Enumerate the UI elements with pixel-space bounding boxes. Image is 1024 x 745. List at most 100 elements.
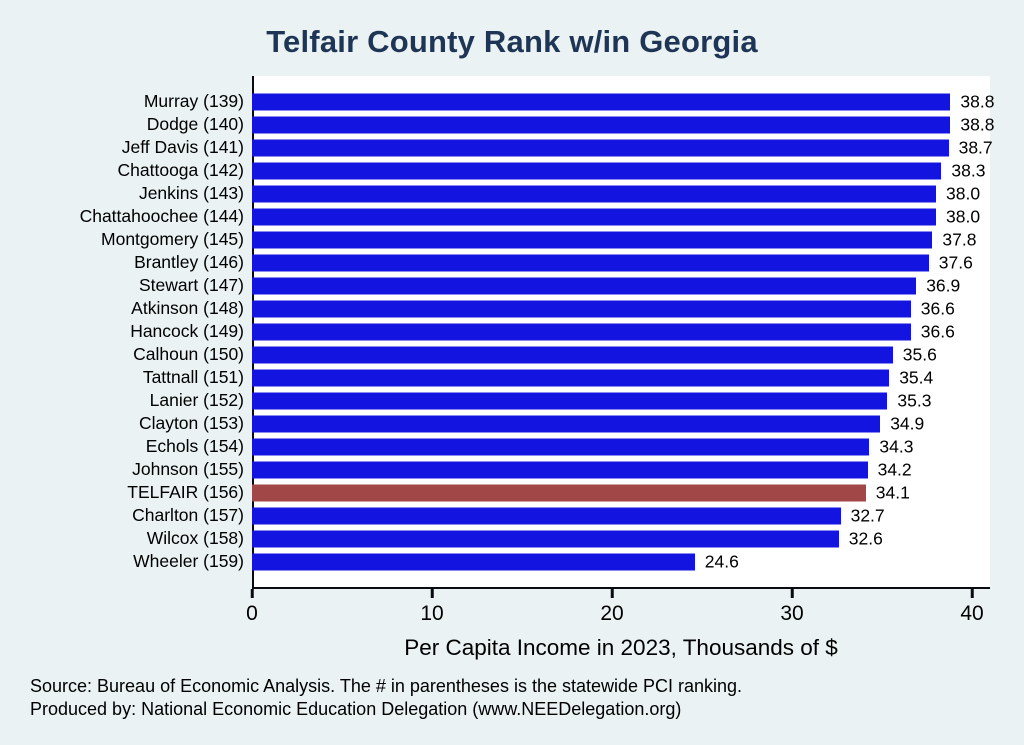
x-tick-label: 0 xyxy=(246,602,258,625)
bar xyxy=(252,346,893,363)
x-tick-label: 40 xyxy=(960,602,984,625)
bar-row: Dodge (140) 38.8 xyxy=(0,113,995,136)
bar xyxy=(252,277,917,294)
value-label: 34.3 xyxy=(879,436,914,456)
category-label: Brantley (146) xyxy=(134,252,244,272)
bar xyxy=(252,162,942,179)
bar-row: Lanier (152) 35.3 xyxy=(0,389,990,412)
value-label: 38.8 xyxy=(960,91,995,111)
x-tick xyxy=(970,589,974,598)
value-label: 34.1 xyxy=(875,482,910,502)
bar-track: 34.2 xyxy=(252,458,990,481)
bar-track: 35.3 xyxy=(252,389,990,412)
value-label: 38.3 xyxy=(951,160,986,180)
x-tick xyxy=(790,589,794,598)
bar xyxy=(252,369,890,386)
value-label: 36.6 xyxy=(920,298,955,318)
x-axis: 0 10 20 30 40 xyxy=(246,589,990,633)
bar-track: 38.7 xyxy=(252,136,993,159)
value-label: 36.9 xyxy=(926,275,961,295)
category-label: Tattnall (151) xyxy=(142,367,244,387)
value-label: 34.2 xyxy=(877,459,912,479)
category-label: Echols (154) xyxy=(145,436,244,456)
category-label: Calhoun (150) xyxy=(133,344,244,364)
footer-notes: Source: Bureau of Economic Analysis. The… xyxy=(30,675,1024,721)
bar xyxy=(252,93,951,110)
bar xyxy=(252,254,929,271)
bar-row: Atkinson (148) 36.6 xyxy=(0,297,990,320)
bar-track: 38.8 xyxy=(252,90,994,113)
category-label: TELFAIR (156) xyxy=(127,482,244,502)
bar-row: TELFAIR (156) 34.1 xyxy=(0,481,990,504)
value-label: 37.6 xyxy=(938,252,973,272)
category-label: Hancock (149) xyxy=(130,321,244,341)
category-label: Jeff Davis (141) xyxy=(121,137,244,157)
bar-row: Brantley (146) 37.6 xyxy=(0,251,990,274)
bar-rows: Murray (139) 38.8 Dodge (140) 38.8 Jeff Davi… xyxy=(0,76,1024,589)
category-label: Murray (139) xyxy=(143,91,244,111)
bar-row: Clayton (153) 34.9 xyxy=(0,412,990,435)
bar xyxy=(252,438,870,455)
x-tick xyxy=(430,589,434,598)
category-label: Chattooga (142) xyxy=(117,160,244,180)
category-label: Johnson (155) xyxy=(132,459,244,479)
x-axis-label: Per Capita Income in 2023, Thousands of … xyxy=(404,635,838,660)
category-label: Jenkins (143) xyxy=(138,183,244,203)
value-label: 37.8 xyxy=(942,229,977,249)
bar-track: 36.9 xyxy=(252,274,990,297)
value-label: 32.6 xyxy=(848,528,883,548)
bar-row: Jenkins (143) 38.0 xyxy=(0,182,990,205)
bar xyxy=(252,530,839,547)
bar-track: 37.6 xyxy=(252,251,990,274)
bar-track: 35.6 xyxy=(252,343,990,366)
bar xyxy=(252,392,888,409)
value-label: 38.0 xyxy=(946,183,981,203)
bar-row: Hancock (149) 36.6 xyxy=(0,320,990,343)
bar-track: 34.1 xyxy=(252,481,990,504)
value-label: 24.6 xyxy=(704,551,739,571)
value-label: 38.0 xyxy=(946,206,981,226)
category-label: Wilcox (158) xyxy=(146,528,244,548)
bar xyxy=(252,415,881,432)
bar-row: Wilcox (158) 32.6 xyxy=(0,527,990,550)
bar xyxy=(252,116,951,133)
x-tick-label: 20 xyxy=(600,602,624,625)
bar-track: 34.9 xyxy=(252,412,990,435)
bar-row: Stewart (147) 36.9 xyxy=(0,274,990,297)
bar-row: Tattnall (151) 35.4 xyxy=(0,366,990,389)
plot-area: Murray (139) 38.8 Dodge (140) 38.8 Jeff Davi… xyxy=(0,76,1024,589)
category-label: Montgomery (145) xyxy=(101,229,244,249)
bar-track: 32.6 xyxy=(252,527,990,550)
value-label: 36.6 xyxy=(920,321,955,341)
highlight-bar xyxy=(252,484,866,501)
value-label: 32.7 xyxy=(850,505,885,525)
bar-track: 34.3 xyxy=(252,435,990,458)
value-label: 35.4 xyxy=(899,367,934,387)
bar xyxy=(252,231,933,248)
x-tick-label: 30 xyxy=(780,602,804,625)
bar-row: Chattooga (142) 38.3 xyxy=(0,159,990,182)
value-label: 34.9 xyxy=(890,413,925,433)
value-label: 35.6 xyxy=(902,344,937,364)
category-label: Atkinson (148) xyxy=(131,298,244,318)
bar xyxy=(252,461,868,478)
bar-track: 38.8 xyxy=(252,113,994,136)
bar-track: 24.6 xyxy=(252,550,990,573)
category-label: Dodge (140) xyxy=(146,114,244,134)
bar-track: 36.6 xyxy=(252,320,990,343)
bar xyxy=(252,139,949,156)
category-label: Wheeler (159) xyxy=(133,551,244,571)
bar-track: 38.0 xyxy=(252,205,990,228)
bar-track: 36.6 xyxy=(252,297,990,320)
bar-track: 35.4 xyxy=(252,366,990,389)
bar-row: Chattahoochee (144) 38.0 xyxy=(0,205,990,228)
value-label: 35.3 xyxy=(897,390,932,410)
bar-track: 38.0 xyxy=(252,182,990,205)
bar-row: Calhoun (150) 35.6 xyxy=(0,343,990,366)
bar-track: 32.7 xyxy=(252,504,990,527)
bar xyxy=(252,208,936,225)
value-label: 38.7 xyxy=(958,137,993,157)
source-note: Source: Bureau of Economic Analysis. The… xyxy=(30,676,743,696)
category-label: Clayton (153) xyxy=(138,413,244,433)
